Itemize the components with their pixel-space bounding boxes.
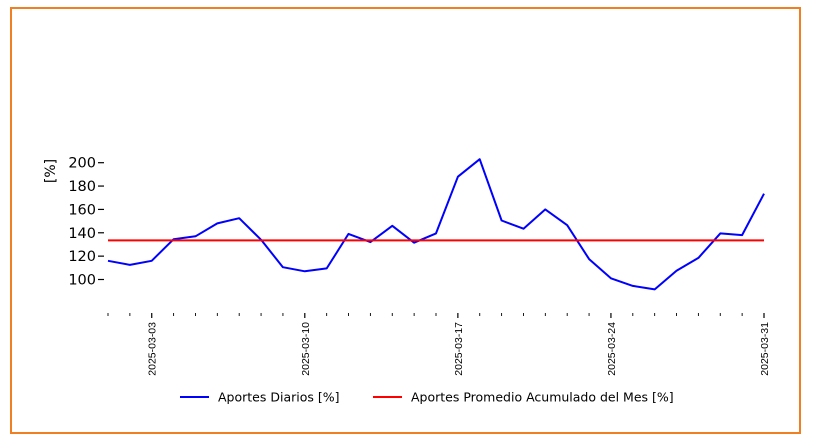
chart-frame xyxy=(10,7,801,434)
x-tick-label: 2025-03-24 xyxy=(606,322,618,376)
x-tick-label: 2025-03-03 xyxy=(147,322,159,376)
y-axis: 100 120 140 160 180 200 xyxy=(68,156,104,289)
x-tick-label: 2025-03-31 xyxy=(759,322,771,376)
legend: Aportes Diarios [%] Aportes Promedio Acum… xyxy=(180,390,674,405)
y-tick-label: 140 xyxy=(68,226,96,242)
y-axis-label: [%] xyxy=(43,159,59,183)
y-tick-label: 180 xyxy=(68,179,96,195)
plot-lines xyxy=(107,158,765,291)
legend-label: Aportes Diarios [%] xyxy=(218,390,339,405)
legend-label: Aportes Promedio Acumulado del Mes [%] xyxy=(411,390,674,405)
series-line-aportes-diarios xyxy=(107,158,765,291)
x-tick-label: 2025-03-17 xyxy=(453,322,465,376)
x-tick-label: 2025-03-10 xyxy=(300,322,312,376)
y-tick-label: 160 xyxy=(68,202,96,218)
x-axis: 2025-03-03 2025-03-10 2025-03-17 2025-03-24… xyxy=(107,313,771,376)
y-tick-label: 200 xyxy=(68,156,96,172)
y-tick-label: 120 xyxy=(68,249,96,265)
y-tick-label: 100 xyxy=(68,273,96,289)
